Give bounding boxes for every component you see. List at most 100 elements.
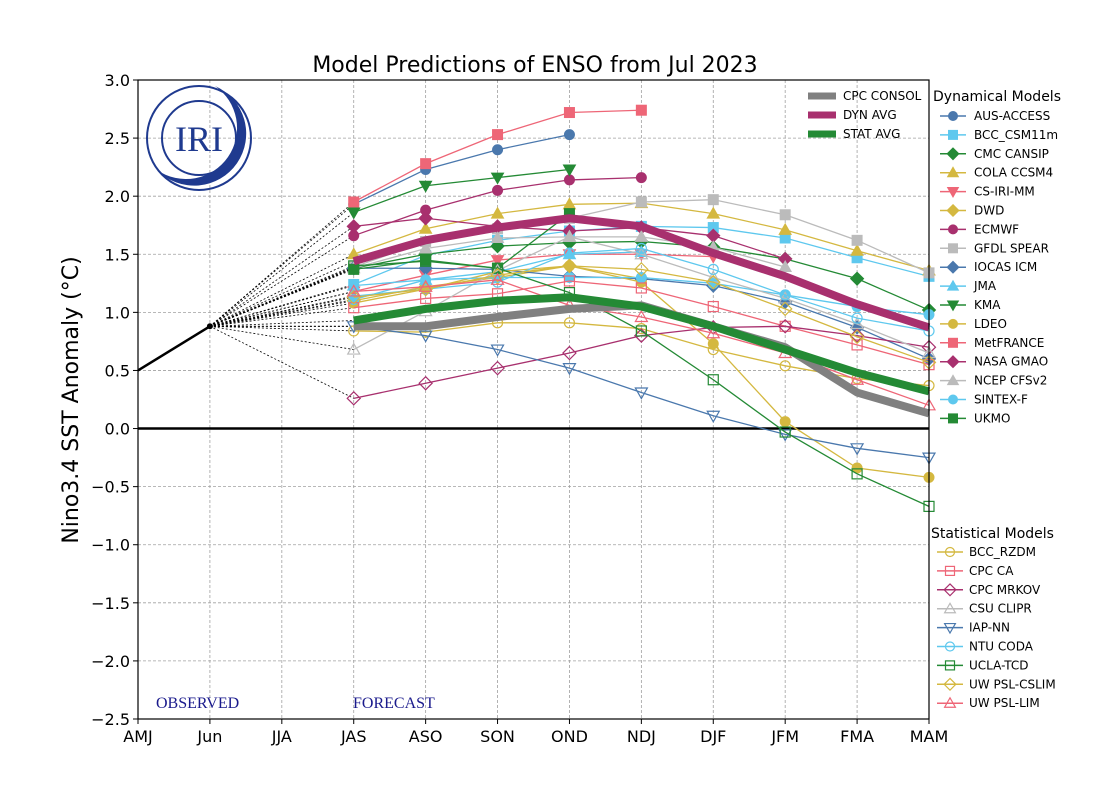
data-point <box>635 196 647 208</box>
y-tick-label: 2.5 <box>105 129 130 148</box>
data-point <box>779 209 791 221</box>
data-point <box>777 301 793 317</box>
averages-layer <box>352 214 931 418</box>
connector-ldeo <box>209 302 354 327</box>
legend-label: UKMO <box>974 411 1010 425</box>
legend-label: AUS-ACCESS <box>974 109 1050 123</box>
connector-ecmwf <box>209 235 354 327</box>
legend-label: BCC_RZDM <box>969 545 1036 559</box>
legend-label: UW PSL-CSLIM <box>969 677 1056 691</box>
y-tick-label: −2.0 <box>91 652 130 671</box>
data-point <box>851 312 863 324</box>
legend-item: BCC_CSM11m <box>940 128 1058 142</box>
legend-marker-icon <box>943 622 957 635</box>
x-tick-label: NDJ <box>627 727 656 746</box>
data-point <box>490 172 505 185</box>
legend-header: Statistical Models <box>931 526 1054 542</box>
legend-label: GFDL SPEAR <box>974 241 1049 255</box>
observed-point <box>206 323 213 330</box>
data-point <box>492 184 504 196</box>
legend-item: NCEP CFSv2 <box>940 374 1047 388</box>
legend-label: CS-IRI-MM <box>974 185 1035 199</box>
legend-marker-icon <box>944 641 956 652</box>
series-line <box>353 168 570 214</box>
data-point <box>850 243 864 256</box>
legend-item: COLA CCSM4 <box>940 166 1053 180</box>
data-point <box>707 300 719 313</box>
legend-label: CPC CA <box>969 564 1014 578</box>
connector-kma <box>209 212 354 327</box>
data-point <box>707 374 719 386</box>
data-point <box>779 289 791 301</box>
data-point <box>418 241 433 254</box>
legend-item: IOCAS ICM <box>940 260 1037 274</box>
averages-legend: CPC CONSOL DYN AVG STAT AVG <box>808 89 922 141</box>
x-ticks: AMJ Jun JJA JAS ASO SON OND NDJ DJF JFM FMA MAM <box>123 719 948 746</box>
data-point <box>705 274 721 290</box>
data-point <box>849 328 865 343</box>
legend-label: NASA GMAO <box>974 355 1048 369</box>
legend-label: LDEO <box>974 317 1007 331</box>
data-point <box>492 129 504 141</box>
data-point <box>851 339 863 351</box>
data-point <box>778 222 793 235</box>
data-point <box>850 372 865 385</box>
y-tick-label: 0.5 <box>105 361 130 380</box>
legend-marker-icon <box>946 260 960 274</box>
series-line <box>353 236 930 354</box>
legend-item: SINTEX-F <box>940 393 1028 407</box>
y-tick-label: 2.0 <box>105 187 130 206</box>
data-point <box>490 206 505 219</box>
legend-item: CMC CANSIP <box>940 147 1049 161</box>
data-point <box>562 345 577 361</box>
legend-item: KMA <box>940 298 1001 312</box>
legend-marker-icon <box>944 546 956 558</box>
legend-label: SINTEX-F <box>974 393 1028 407</box>
legend-label: UCLA-TCD <box>969 658 1029 672</box>
data-point <box>418 211 433 226</box>
legend-marker-icon <box>946 279 960 291</box>
legend-marker-icon <box>948 111 958 121</box>
data-point <box>635 325 647 337</box>
legend-item: NASA GMAO <box>940 355 1048 369</box>
x-tick-label: DJF <box>700 727 726 746</box>
y-tick-label: 1.0 <box>105 303 130 322</box>
data-point <box>490 344 505 357</box>
data-point <box>346 289 362 305</box>
data-point <box>346 219 361 234</box>
data-point <box>348 196 360 208</box>
legend-marker-icon <box>944 660 956 671</box>
legend-item: UW PSL-CSLIM <box>937 677 1056 691</box>
axes <box>137 79 930 720</box>
data-point <box>420 255 432 267</box>
legend-marker-icon <box>946 203 960 218</box>
data-point <box>850 443 865 456</box>
data-point <box>562 229 577 242</box>
legend-marker-icon <box>948 337 958 348</box>
data-point <box>420 292 432 305</box>
data-point <box>707 343 719 356</box>
data-point <box>707 194 719 206</box>
y-tick-label: 1.5 <box>105 245 130 264</box>
data-point <box>706 206 721 219</box>
series-metfrance <box>348 104 647 208</box>
legend-item: IAP-NN <box>937 621 1010 635</box>
data-point <box>778 429 793 442</box>
connector-nasa-gmao <box>209 226 354 327</box>
legend-label: STAT AVG <box>843 127 900 141</box>
legend-marker-icon <box>943 602 957 614</box>
data-point <box>851 468 863 480</box>
legend-marker-icon <box>946 374 960 386</box>
legend-label: DYN AVG <box>843 108 897 122</box>
legend-item: AUS-ACCESS <box>940 109 1050 123</box>
observed-segment <box>137 325 211 372</box>
data-point <box>490 360 505 376</box>
data-point <box>849 271 865 286</box>
x-tick-label: FMA <box>840 727 874 746</box>
legend-marker-icon <box>948 394 958 405</box>
connector-cpc-mrkov <box>209 325 354 399</box>
iri-logo: IRI <box>146 85 252 191</box>
legend-marker-icon <box>946 147 960 161</box>
data-point <box>490 267 505 283</box>
data-point <box>562 258 577 274</box>
